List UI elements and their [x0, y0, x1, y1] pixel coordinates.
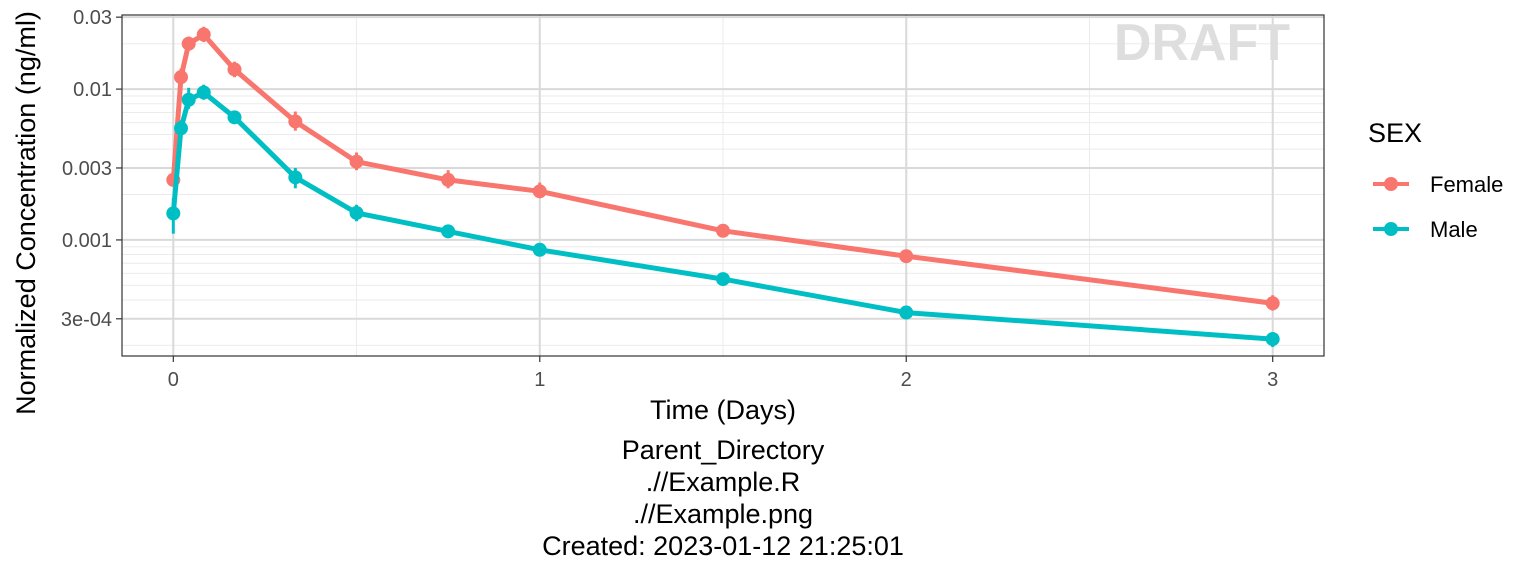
data-point-female	[1265, 296, 1280, 311]
data-point-female	[899, 249, 914, 264]
y-tick-label: 0.03	[73, 7, 112, 29]
data-point-female	[716, 223, 730, 238]
data-point-male	[716, 272, 730, 287]
grid-lines	[122, 15, 1324, 356]
plot-caption: Parent_Directory .//Example.R .//Example…	[542, 435, 904, 561]
caption-script-path: .//Example.R	[646, 467, 801, 497]
data-point-male	[288, 170, 303, 185]
data-point-female	[181, 36, 196, 51]
legend-item-female: Female	[1373, 172, 1503, 197]
data-point-male	[181, 92, 196, 107]
x-tick-label: 0	[168, 369, 179, 391]
data-point-female	[196, 27, 211, 42]
axes: 3e-04 0.001 0.003 0.01 0.03 0 1 2 3	[61, 7, 1278, 391]
data-point-female	[227, 62, 242, 77]
data-point-female	[441, 172, 456, 187]
caption-parent-directory: Parent_Directory	[622, 435, 825, 465]
legend-label-female: Female	[1430, 172, 1503, 197]
data-point-female	[174, 70, 189, 85]
data-point-male	[174, 121, 189, 136]
x-tick-label: 2	[901, 369, 912, 391]
data-point-male	[899, 305, 914, 320]
series-female	[166, 26, 1280, 311]
y-tick-label: 0.003	[62, 158, 112, 180]
data-point-female	[532, 184, 547, 199]
draft-watermark: DRAFT	[1114, 14, 1290, 72]
legend-item-male: Male	[1373, 217, 1478, 242]
data-point-male	[349, 205, 364, 220]
caption-created-timestamp: Created: 2023-01-12 21:25:01	[542, 531, 904, 561]
series-male	[166, 84, 1280, 348]
legend-key-male-point	[1384, 222, 1398, 236]
x-axis-title: Time (Days)	[650, 395, 796, 425]
y-axis-title: Normalized Concentration (ng/ml)	[11, 11, 41, 415]
data-point-male	[532, 242, 547, 257]
y-tick-label: 3e-04	[61, 309, 112, 331]
x-tick-label: 1	[534, 369, 545, 391]
legend-title: SEX	[1368, 118, 1422, 148]
data-point-female	[349, 154, 364, 169]
data-series	[166, 26, 1280, 348]
plot-panel-border	[121, 14, 1325, 357]
data-point-male	[166, 206, 181, 221]
x-tick-label: 3	[1267, 369, 1278, 391]
caption-image-path: .//Example.png	[633, 499, 813, 529]
data-point-male	[441, 224, 456, 239]
data-point-female	[288, 114, 303, 129]
legend-label-male: Male	[1430, 217, 1478, 242]
legend: SEX Female Male	[1368, 118, 1503, 242]
y-tick-label: 0.001	[62, 230, 112, 252]
data-point-male	[196, 85, 211, 100]
data-point-male	[1265, 332, 1280, 347]
data-point-male	[227, 110, 242, 125]
legend-key-female-point	[1384, 177, 1398, 191]
y-tick-label: 0.01	[73, 79, 112, 101]
